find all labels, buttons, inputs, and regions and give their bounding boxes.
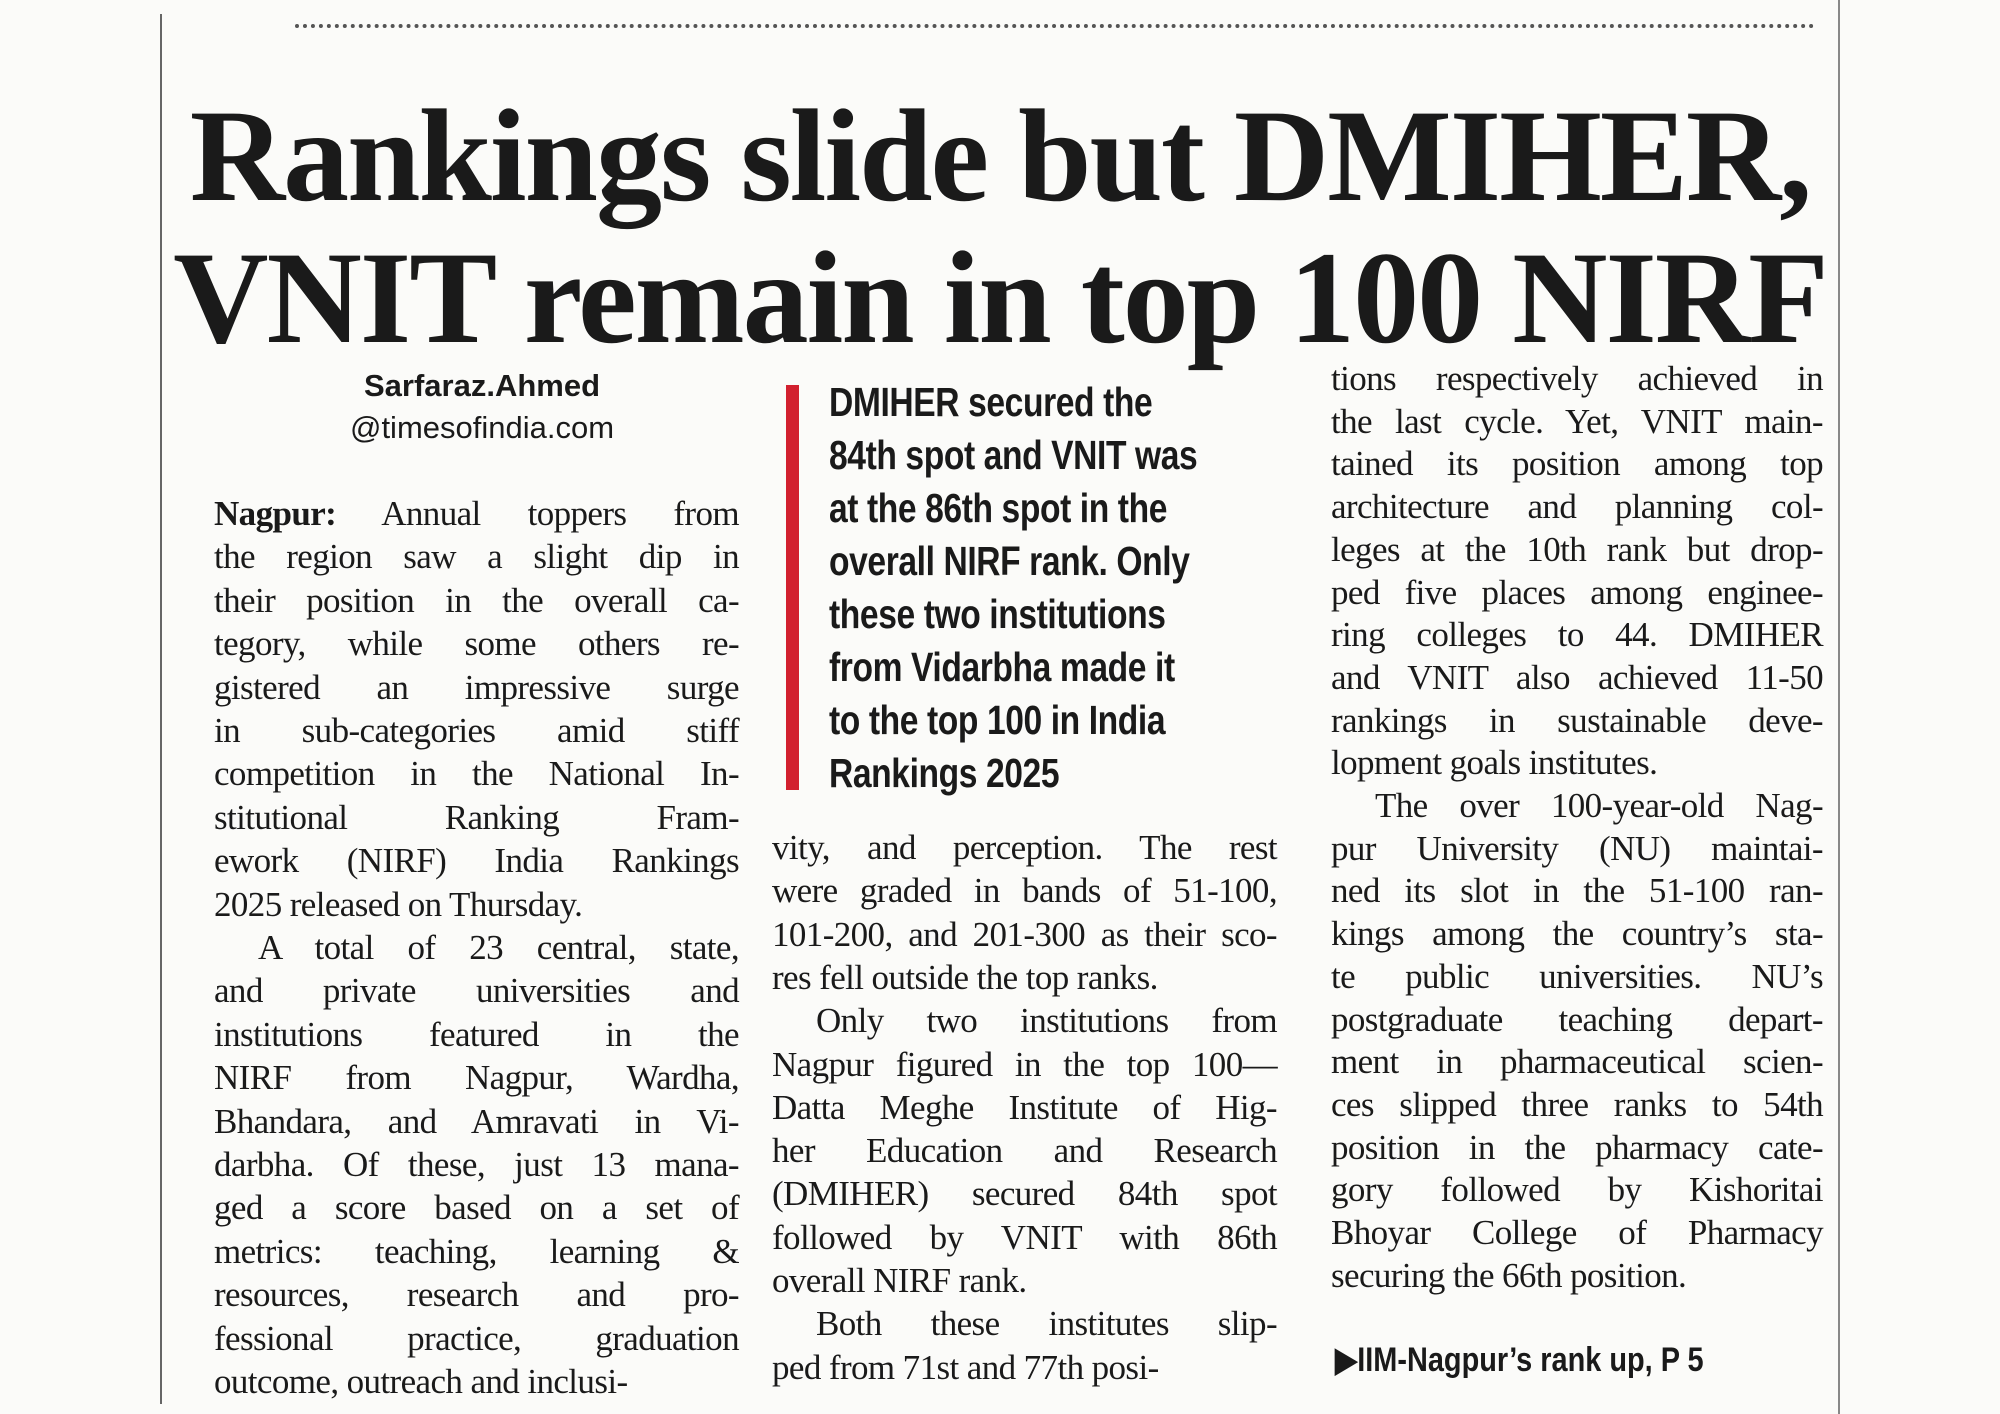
body-line: Both these institutes slip- [816,1304,1278,1344]
headline: Rankings slide but DMIHER, [189,82,1812,229]
body-line: competition in the National In- [214,754,740,794]
body-line: their position in the overall ca- [214,580,740,620]
body-line: securing the 66th position. [1331,1255,1687,1295]
body-line: ment in pharmaceutical scien- [1331,1042,1824,1082]
refer-link[interactable]: ▶IIM-Nagpur’s rank up, P 5 [1335,1341,1704,1379]
body-line: res fell outside the top ranks. [772,957,1158,997]
body-line: Datta Meghe Institute of Hig- [772,1087,1278,1127]
body-line: Only two institutions from [816,1001,1278,1041]
body-line: ework (NIRF) India Rankings [214,841,740,881]
body-line: tegory, while some others re- [214,624,740,664]
body-line: gistered an impressive surge [214,667,740,707]
body-line: ned its slot in the 51-100 ran- [1331,871,1824,911]
body-line: Nagpur: Annual toppers from [214,494,740,533]
top-dotted-border [295,24,1815,28]
byline-email: @timesofindia.com [349,410,615,445]
body-line: tained its position among top [1331,444,1824,484]
pull-quote-line: 84th spot and VNIT was [829,432,1198,478]
body-line: and private universities and [214,971,740,1011]
body-line: A total of 23 central, state, [258,928,740,967]
body-line: ring colleges to 44. DMIHER [1331,615,1824,655]
body-line: metrics: teaching, learning & [214,1231,740,1271]
body-line: (DMIHER) secured 84th spot [772,1174,1278,1214]
body-line: in sub-categories amid stiff [214,711,740,750]
body-line: fessional practice, graduation [214,1318,740,1358]
body-line: resources, research and pro- [214,1275,740,1315]
body-line: leges at the 10th rank but drop- [1331,529,1824,569]
body-line: Bhandara, and Amravati in Vi- [214,1101,740,1141]
body-line: and VNIT also achieved 11-50 [1331,657,1824,697]
body-line: outcome, outreach and inclusi- [214,1362,628,1401]
pull-quote-line: to the top 100 in India [829,697,1166,743]
body-line: ped from 71st and 77th posi- [772,1347,1159,1387]
pull-quote-line: from Vidarbha made it [829,644,1175,690]
body-line: followed by VNIT with 86th [772,1217,1278,1257]
pull-quote-line: at the 86th spot in the [829,485,1168,531]
body-line: were graded in bands of 51-100, [772,871,1278,911]
body-line: stitutional Ranking Fram- [214,797,740,837]
body-line: kings among the country’s sta- [1331,914,1824,954]
body-line: ped five places among enginee- [1331,572,1824,612]
body-line: postgraduate teaching depart- [1331,999,1824,1039]
body-line: darbha. Of these, just 13 mana- [214,1145,740,1184]
body-line: lopment goals institutes. [1331,743,1658,783]
body-line: gory followed by Kishoritai [1331,1170,1824,1210]
pull-quote-bar [786,385,799,790]
body-line: the last cycle. Yet, VNIT main- [1331,401,1824,441]
body-line: ged a score based on a set of [214,1188,740,1228]
body-line: 101-200, and 201-300 as their sco- [772,914,1278,954]
body-line: her Education and Research [772,1131,1278,1171]
body-line: tions respectively achieved in [1331,359,1824,398]
body-line: institutions featured in the [214,1014,740,1054]
body-line: architecture and planning col- [1331,487,1824,527]
pull-quote-line: Rankings 2025 [829,750,1060,796]
body-line: position in the pharmacy cate- [1331,1127,1824,1167]
body-line: NIRF from Nagpur, Wardha, [214,1058,740,1098]
body-line: pur University (NU) maintai- [1331,828,1824,868]
body-line: ces slipped three ranks to 54th [1331,1084,1824,1124]
body-line: 2025 released on Thursday. [214,884,583,924]
pull-quote-line: these two institutions [829,591,1166,637]
right-border [1838,0,1840,1414]
body-text: Annual toppers from [381,494,739,533]
body-line: Nagpur figured in the top 100— [772,1044,1278,1084]
dateline: Nagpur: [214,494,337,533]
pull-quote-line: DMIHER secured the [829,379,1153,425]
byline-name: Sarfaraz.Ahmed [363,368,601,403]
pull-quote-line: overall NIRF rank. Only [829,538,1190,584]
body-line: Bhoyar College of Pharmacy [1331,1213,1824,1252]
headline: VNIT remain in top 100 NIRF [173,224,1829,371]
body-line: overall NIRF rank. [772,1261,1027,1300]
body-line: the region saw a slight dip in [214,537,740,577]
body-line: rankings in sustainable deve- [1331,700,1824,740]
body-line: The over 100-year-old Nag- [1375,786,1824,825]
body-line: vity, and perception. The rest [772,828,1278,867]
left-border [160,14,162,1404]
body-line: te public universities. NU’s [1331,956,1824,996]
